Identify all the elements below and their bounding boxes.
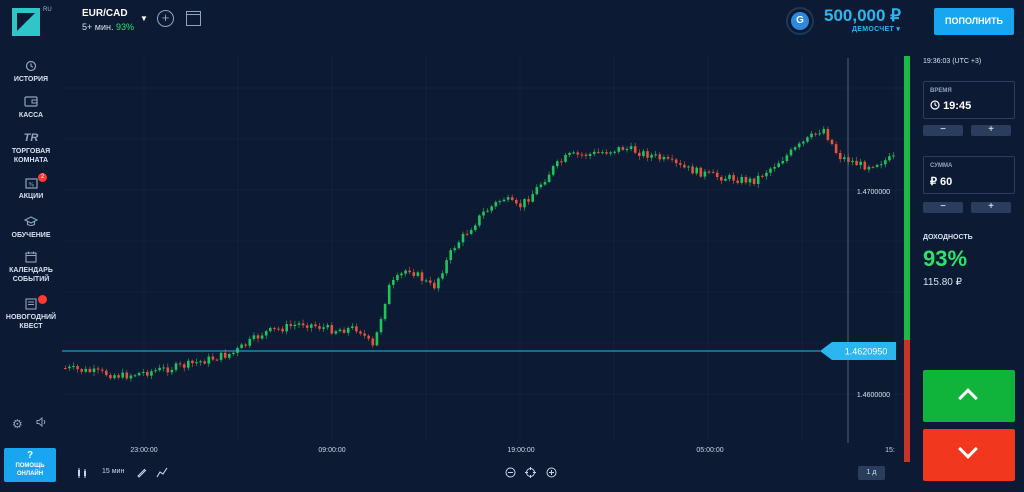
sidebar-item-label: КАЛЕНДАРЬ СОБЫТИЙ [9, 267, 53, 283]
arrow-down-icon [958, 439, 978, 459]
time-decrease-button[interactable]: − [923, 125, 963, 136]
asset-payout: 93% [115, 22, 134, 32]
period-button[interactable]: 1 д [858, 466, 885, 480]
zoom-out-icon[interactable] [505, 467, 516, 481]
help-online-button[interactable]: ? ПОМОЩЬ ОНЛАЙН [4, 448, 56, 482]
amount-value: ₽ 60 [930, 176, 953, 188]
clock-icon [930, 100, 940, 110]
help-label: ПОМОЩЬ ОНЛАЙН [15, 463, 45, 477]
time-label: ВРЕМЯ [930, 88, 952, 94]
expiration-time-field[interactable]: ВРЕМЯ 19:45 [923, 81, 1015, 119]
time-axis-label: 15: [885, 447, 895, 454]
promo-badge: 2 [38, 173, 47, 182]
price-axis-label: 1.4600000 [857, 392, 890, 399]
chart-layout-button[interactable] [186, 11, 201, 26]
time-axis-label: 05:00:00 [696, 447, 723, 454]
avatar-letter: G [791, 12, 809, 30]
put-down-button[interactable] [923, 429, 1015, 481]
sound-icon[interactable] [36, 416, 47, 430]
yield-amount: 115.80 ₽ [923, 277, 962, 288]
sidebar-item-label: ИСТОРИЯ [13, 76, 49, 83]
account-type-selector[interactable]: ДЕМОСЧЕТ ▾ [852, 26, 901, 33]
calendar-icon [0, 251, 62, 263]
sidebar-item-education[interactable]: ОБУЧЕНИЕ [0, 216, 62, 240]
sidebar-item-quest[interactable]: НОВОГОДНИЙ КВЕСТ [0, 295, 62, 331]
draw-tool-icon[interactable] [136, 467, 147, 481]
sidebar-item-cashier[interactable]: КАССА [0, 96, 62, 120]
yield-label: ДОХОДНОСТЬ [923, 234, 973, 241]
education-icon [0, 216, 62, 228]
sidebar-item-label: ТОРГОВАЯ КОМНАТА [11, 148, 51, 164]
time-value: 19:45 [930, 100, 971, 112]
indicators-icon[interactable] [156, 467, 168, 482]
timeframe-button[interactable]: 15 мин [102, 468, 125, 475]
candles-type-icon[interactable] [76, 467, 88, 482]
deposit-button[interactable]: ПОПОЛНИТЬ [934, 8, 1014, 35]
center-chart-icon[interactable] [525, 467, 536, 481]
amount-label: СУММА [930, 163, 953, 169]
history-icon [0, 60, 62, 72]
time-increase-button[interactable]: + [971, 125, 1011, 136]
asset-dropdown-icon[interactable]: ▼ [140, 14, 148, 23]
current-price-marker: 1.4620950 [820, 342, 896, 360]
asset-name[interactable]: EUR/CAD [82, 8, 128, 19]
balance-value[interactable]: 500,000 ₽ [824, 6, 901, 25]
server-time: 19:36:03 (UTC +3) [923, 58, 982, 65]
settings-icon[interactable]: ⚙ [12, 417, 23, 431]
logo[interactable] [12, 8, 40, 36]
asset-duration: 5+ мин. [82, 22, 114, 32]
arrow-up-icon [958, 388, 978, 408]
amount-decrease-button[interactable]: − [923, 202, 963, 213]
trade-panel: 19:36:03 (UTC +3) ВРЕМЯ 19:45 − + СУММА … [914, 48, 1024, 492]
avatar[interactable]: G [786, 7, 814, 35]
add-asset-button[interactable]: + [157, 10, 174, 27]
sidebar-item-calendar[interactable]: КАЛЕНДАРЬ СОБЫТИЙ [0, 251, 62, 284]
asset-info[interactable]: 5+ мин. 93% [82, 22, 134, 32]
price-chart[interactable]: 1.4620950 1.4700000 1.4600000 23:00:00 0… [62, 48, 904, 462]
yield-percent: 93% [923, 246, 968, 271]
call-up-button[interactable] [923, 370, 1015, 422]
sidebar-item-promotions[interactable]: % 2 АКЦИИ [0, 173, 62, 201]
wallet-icon [0, 96, 62, 108]
promo-icon: % 2 [0, 173, 62, 189]
trader-sentiment-bar [904, 56, 910, 462]
logo-region: RU [43, 7, 52, 13]
sidebar-item-label: ОБУЧЕНИЕ [11, 232, 51, 239]
zoom-in-icon[interactable] [546, 467, 557, 481]
quest-icon [0, 295, 62, 310]
amount-field[interactable]: СУММА ₽ 60 [923, 156, 1015, 194]
time-axis-label: 09:00:00 [318, 447, 345, 454]
trading-room-icon: TR [23, 132, 39, 144]
quest-notification-dot [38, 295, 47, 304]
amount-increase-button[interactable]: + [971, 202, 1011, 213]
sidebar-item-label: АКЦИИ [18, 193, 44, 200]
sidebar-item-label: КАССА [18, 112, 44, 119]
sidebar-item-history[interactable]: ИСТОРИЯ [0, 60, 62, 84]
help-question-icon: ? [26, 450, 34, 461]
sidebar-item-trading-room[interactable]: TR ТОРГОВАЯ КОМНАТА [0, 132, 62, 165]
time-axis-label: 23:00:00 [130, 447, 157, 454]
chart-toolbar: 15 мин 1 д [62, 462, 904, 492]
top-bar: RU EUR/CAD 5+ мин. 93% ▼ + G 500,000 ₽ Д… [0, 0, 1024, 48]
current-price-label: 1.4620950 [845, 347, 888, 357]
svg-text:%: % [28, 182, 34, 189]
sidebar-item-label: НОВОГОДНИЙ КВЕСТ [5, 314, 57, 330]
time-axis-label: 19:00:00 [507, 447, 534, 454]
price-axis-label: 1.4700000 [857, 189, 890, 196]
